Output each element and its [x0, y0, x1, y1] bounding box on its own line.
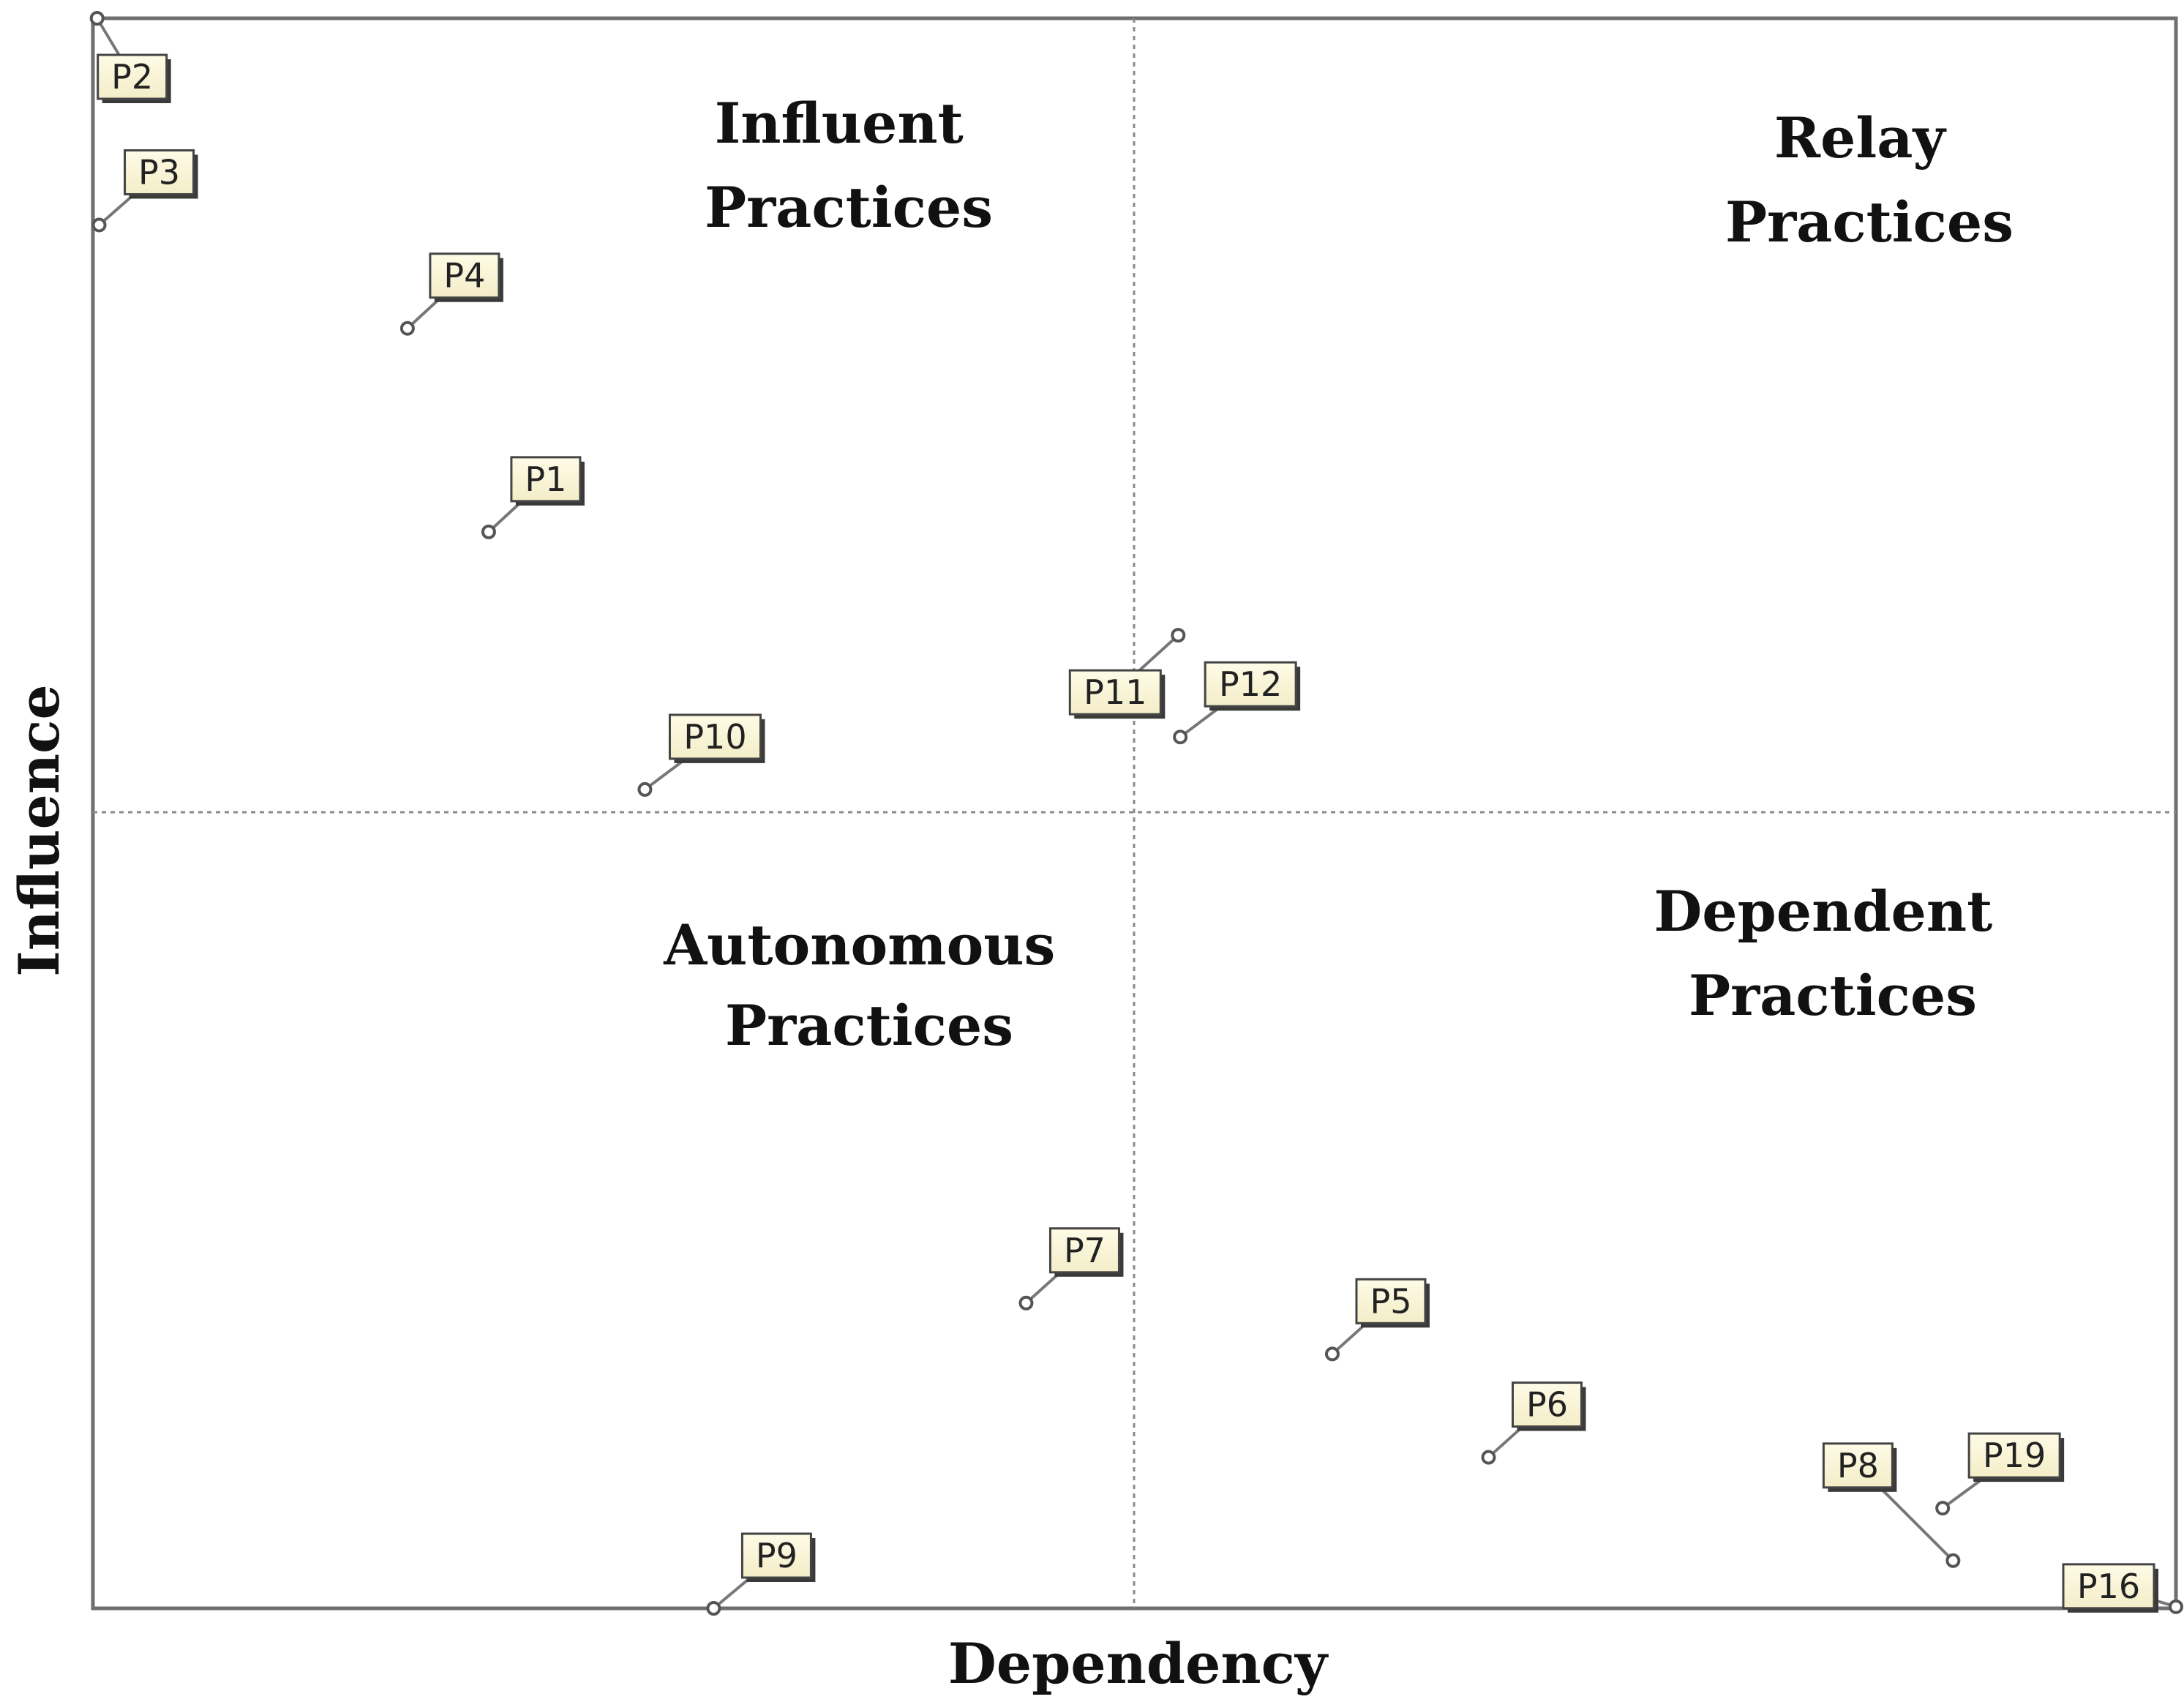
quadrant-label-influent: Influent Practices [705, 91, 993, 240]
data-point-p8: P8 [1822, 1442, 1961, 1568]
data-point-p4: P4 [399, 252, 503, 336]
label-box [668, 713, 762, 760]
data-point-p7: P7 [1018, 1227, 1124, 1311]
point-label: P8 [1837, 1446, 1879, 1485]
data-points: P2 P3 P4 P1 P10 P11 P12 P7 P5 P6 P8 P19 P16 P9 [89, 11, 2183, 1616]
point-label: P10 [683, 717, 746, 757]
label-box [1511, 1382, 1583, 1428]
point-label: P1 [525, 460, 566, 499]
data-point-p10: P10 [637, 713, 765, 797]
quadrant-label-influent-line2: Practices [705, 175, 993, 240]
quadrant-label-dependent-line2: Practices [1689, 963, 1977, 1028]
point-marker [91, 217, 107, 233]
x-axis-label: Dependency [948, 1631, 1329, 1696]
point-marker [1171, 628, 1186, 643]
data-point-p9: P9 [706, 1532, 816, 1616]
y-axis-label: Influence [7, 684, 72, 977]
data-point-p16: P16 [2062, 1563, 2183, 1614]
label-box [429, 252, 500, 299]
data-point-p1: P1 [481, 456, 585, 539]
point-label: P7 [1064, 1231, 1106, 1270]
point-marker [2169, 1599, 2183, 1614]
point-marker [1935, 1501, 1951, 1516]
quadrant-label-relay-line1: Relay [1774, 105, 1947, 170]
point-marker [1173, 730, 1188, 745]
point-marker [481, 524, 496, 539]
point-marker [637, 781, 653, 797]
label-box [1822, 1442, 1894, 1489]
label-box [1204, 661, 1297, 708]
point-label: P12 [1219, 664, 1282, 704]
quadrant-label-influent-line1: Influent [715, 91, 964, 156]
point-marker [399, 320, 415, 336]
quadrant-label-relay-line2: Practices [1725, 190, 2014, 255]
label-box [1068, 669, 1162, 716]
point-marker [1945, 1553, 1961, 1568]
quadrant-label-autonomous-line1: Autonomous [663, 912, 1055, 978]
label-box [740, 1532, 812, 1579]
point-label: P4 [443, 256, 485, 296]
point-label: P3 [138, 152, 180, 192]
quadrant-label-relay: Relay Practices [1725, 105, 2014, 255]
label-box [510, 456, 582, 503]
point-label: P2 [111, 57, 153, 97]
label-box [97, 53, 168, 100]
point-marker [1481, 1450, 1496, 1465]
label-box [1048, 1227, 1120, 1274]
quadrant-label-autonomous-line2: Practices [725, 993, 1013, 1058]
point-marker [706, 1601, 721, 1616]
quadrant-label-autonomous: Autonomous Practices [663, 912, 1075, 1058]
data-point-p11: P11 [1068, 628, 1186, 719]
point-label: P11 [1084, 672, 1147, 712]
label-box [2062, 1563, 2155, 1610]
data-point-p19: P19 [1935, 1432, 2065, 1516]
point-label: P9 [756, 1536, 798, 1575]
data-point-p3: P3 [91, 149, 198, 233]
data-point-p12: P12 [1173, 661, 1301, 745]
label-box [1355, 1278, 1427, 1324]
data-point-p2: P2 [89, 11, 171, 103]
point-marker [1324, 1346, 1340, 1362]
point-marker [1018, 1295, 1034, 1311]
point-label: P16 [2077, 1567, 2140, 1606]
point-marker [89, 11, 105, 26]
point-label: P6 [1526, 1385, 1568, 1425]
data-point-p6: P6 [1481, 1382, 1586, 1465]
label-box [1967, 1432, 2061, 1479]
quadrant-label-dependent: Dependent Practices [1654, 879, 2011, 1028]
quadrant-label-dependent-line1: Dependent [1654, 879, 1992, 944]
label-box [124, 149, 195, 195]
point-label: P19 [1983, 1436, 2046, 1475]
point-label: P5 [1370, 1281, 1411, 1321]
data-point-p5: P5 [1324, 1278, 1430, 1362]
